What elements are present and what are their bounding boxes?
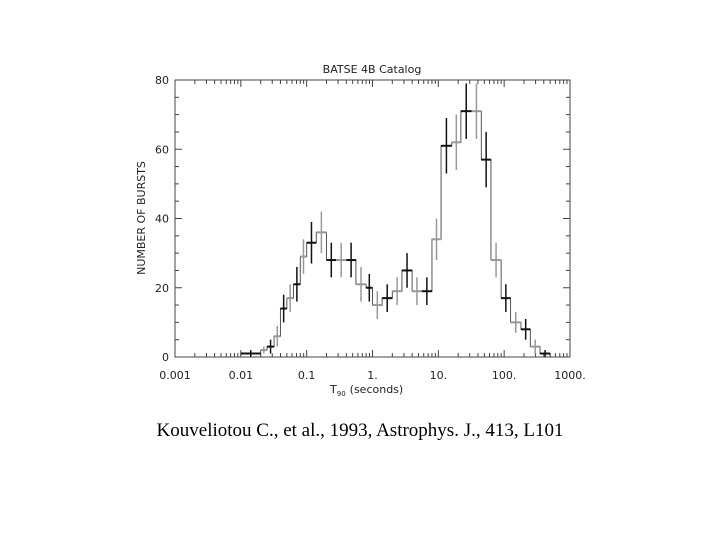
y-tick-label: 20 <box>155 282 169 295</box>
x-axis-label-subscript: 90 <box>337 390 346 398</box>
histogram-series <box>240 83 551 357</box>
x-tick-label: 0.001 <box>159 369 191 382</box>
y-tick-label: 80 <box>155 74 169 87</box>
y-tick-label: 60 <box>155 143 169 156</box>
x-axis-label-unit: (seconds) <box>350 383 404 396</box>
chart-title: BATSE 4B Catalog <box>323 63 422 76</box>
x-tick-label: 0.01 <box>229 369 254 382</box>
x-tick-label: 1000. <box>554 369 586 382</box>
x-axis-label: T90 (seconds) <box>329 383 403 398</box>
citation-caption: Kouveliotou C., et al., 1993, Astrophys.… <box>156 420 564 441</box>
x-tick-label: 100. <box>492 369 517 382</box>
y-tick-label: 40 <box>155 213 169 226</box>
x-axis-label-main: T <box>329 383 337 396</box>
axes: 0.001 0.01 0.1 1. 10. 100. 1000. 0 20 40 60 80 <box>155 74 586 382</box>
x-tick-label: 1. <box>367 369 378 382</box>
x-tick-label: 0.1 <box>298 369 316 382</box>
y-tick-label: 0 <box>162 351 169 364</box>
y-axis-label: NUMBER OF BURSTS <box>135 161 148 275</box>
histogram-outline <box>240 110 551 357</box>
x-tick-label: 10. <box>430 369 448 382</box>
